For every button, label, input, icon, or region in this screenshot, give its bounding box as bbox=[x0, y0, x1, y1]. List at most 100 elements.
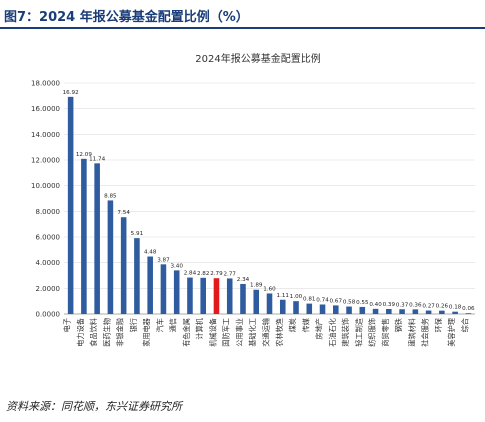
bar bbox=[173, 270, 180, 314]
bar bbox=[134, 238, 140, 314]
bar-value-label: 0.36 bbox=[409, 302, 422, 308]
bar bbox=[81, 158, 87, 314]
figure-header: 图7：2024 年报公募基金配置比例（%） bbox=[0, 0, 485, 29]
bar-value-label: 0.26 bbox=[436, 304, 449, 310]
bar bbox=[187, 277, 193, 314]
gridlines bbox=[64, 82, 475, 315]
bar-value-label: 12.09 bbox=[76, 152, 92, 158]
bar-value-label: 2.79 bbox=[210, 271, 223, 277]
bar-value-label: 0.74 bbox=[316, 298, 329, 304]
x-tick-label: 食品饮料 bbox=[89, 318, 98, 347]
bar bbox=[107, 200, 114, 314]
bar bbox=[226, 278, 233, 314]
bar-value-label: 11.74 bbox=[89, 156, 105, 162]
x-axis: 电子 电力设备 食品饮料 医药生物 非银金融 银行 家用电器 汽车 通信 有色金属 计算机 机械设备国… bbox=[63, 317, 470, 347]
y-tick-label: 14.0000 bbox=[31, 131, 60, 139]
bar bbox=[213, 278, 220, 314]
bar bbox=[240, 283, 246, 314]
bar-value-label: 2.82 bbox=[197, 271, 209, 277]
bar bbox=[425, 310, 432, 314]
x-tick-label: 有色金属 bbox=[182, 318, 191, 347]
bar-value-label: 1.60 bbox=[263, 286, 276, 292]
bar bbox=[386, 308, 392, 314]
x-tick-label: 汽车 bbox=[155, 318, 164, 332]
bar bbox=[266, 293, 273, 314]
bar-value-label: 5.91 bbox=[131, 231, 144, 237]
x-tick-label: 综合 bbox=[460, 318, 469, 332]
bar-value-label: 0.37 bbox=[396, 302, 409, 308]
bar-value-label: 3.40 bbox=[170, 263, 183, 269]
y-tick-label: 4.0000 bbox=[36, 259, 61, 267]
bar-value-label: 0.58 bbox=[343, 300, 356, 306]
bar bbox=[94, 163, 100, 314]
x-tick-label: 环保 bbox=[434, 317, 443, 332]
y-tick-label: 8.0000 bbox=[36, 208, 61, 216]
bar bbox=[147, 256, 153, 314]
bar-value-label: 16.92 bbox=[63, 90, 79, 96]
x-tick-label: 公用事业 bbox=[235, 318, 244, 347]
source-note: 资料来源：同花顺，东兴证券研究所 bbox=[6, 400, 182, 413]
x-tick-label: 石油石化 bbox=[328, 318, 337, 347]
y-tick-label: 6.0000 bbox=[36, 234, 61, 242]
x-tick-label: 社会服务 bbox=[421, 318, 430, 347]
y-axis: 0.0000 2.0000 4.0000 6.0000 8.0000 10.0000 12.… bbox=[31, 80, 60, 319]
x-tick-label: 农林牧渔 bbox=[275, 318, 284, 347]
chart-title: 2024年报公募基金配置比例 bbox=[195, 52, 320, 65]
bar bbox=[67, 96, 74, 314]
bar-value-label: 0.81 bbox=[303, 297, 316, 303]
x-tick-label: 房地产 bbox=[315, 318, 324, 340]
bar bbox=[120, 217, 127, 314]
x-tick-label: 轻工制造 bbox=[354, 318, 363, 347]
bar bbox=[399, 309, 405, 314]
y-tick-label: 12.0000 bbox=[31, 157, 60, 165]
bar-value-label: 2.77 bbox=[223, 271, 236, 277]
bar bbox=[359, 306, 366, 314]
x-tick-label: 美容护理 bbox=[447, 318, 456, 347]
bar-chart: 2024年报公募基金配置比例 0.0000 2.0000 4.0000 6.0000 8… bbox=[31, 52, 475, 347]
figure-label: 图7： bbox=[4, 10, 40, 25]
y-tick-label: 2.0000 bbox=[36, 285, 61, 293]
y-tick-label: 10.0000 bbox=[31, 182, 60, 190]
bar-value-label: 7.54 bbox=[117, 210, 130, 216]
bar-value-label: 0.67 bbox=[330, 298, 343, 304]
bar-value-label: 1.89 bbox=[250, 283, 263, 289]
y-tick-label: 18.0000 bbox=[31, 80, 60, 88]
x-tick-label: 通信 bbox=[169, 318, 178, 332]
bar bbox=[465, 313, 472, 314]
x-tick-label: 交通运输 bbox=[262, 318, 271, 347]
x-tick-label: 银行 bbox=[129, 318, 138, 332]
bar-value-label: 0.55 bbox=[356, 300, 369, 306]
bar bbox=[452, 311, 458, 314]
bar bbox=[412, 309, 419, 314]
header-divider bbox=[0, 27, 485, 29]
x-tick-label: 家用电器 bbox=[142, 318, 151, 347]
bar-value-label: 0.40 bbox=[369, 302, 382, 308]
x-tick-label: 计算机 bbox=[195, 317, 204, 339]
bar-value-label: 3.87 bbox=[157, 257, 170, 263]
bar bbox=[160, 264, 167, 314]
figure-title: 图7：2024 年报公募基金配置比例（%） bbox=[4, 6, 249, 25]
bar bbox=[319, 304, 326, 314]
bars bbox=[67, 96, 472, 314]
x-tick-label: 纺织服饰 bbox=[368, 318, 377, 347]
x-tick-label: 煤炭 bbox=[288, 318, 297, 332]
x-tick-label: 商贸零售 bbox=[381, 318, 390, 347]
bar bbox=[346, 306, 352, 314]
y-tick-label: 0.0000 bbox=[36, 311, 61, 319]
bar bbox=[333, 305, 339, 314]
bar bbox=[279, 299, 286, 314]
bar bbox=[253, 289, 260, 314]
figure-caption: 2024 年报公募基金配置比例（%） bbox=[39, 10, 249, 25]
bar-value-label: 8.85 bbox=[104, 193, 117, 199]
x-tick-label: 医药生物 bbox=[102, 318, 111, 347]
x-tick-label: 建筑装饰 bbox=[341, 318, 350, 347]
bar bbox=[293, 301, 299, 314]
bar-value-label: 1.11 bbox=[277, 293, 290, 299]
bar-value-label: 0.39 bbox=[383, 302, 396, 308]
x-tick-label: 钢铁 bbox=[394, 318, 403, 332]
bar-value-label: 0.18 bbox=[449, 305, 462, 311]
bar-value-label: 0.27 bbox=[422, 304, 435, 310]
x-tick-label: 机械设备 bbox=[208, 318, 217, 347]
bar-value-label: 2.84 bbox=[184, 271, 197, 277]
bar-value-label: 0.06 bbox=[462, 306, 475, 312]
